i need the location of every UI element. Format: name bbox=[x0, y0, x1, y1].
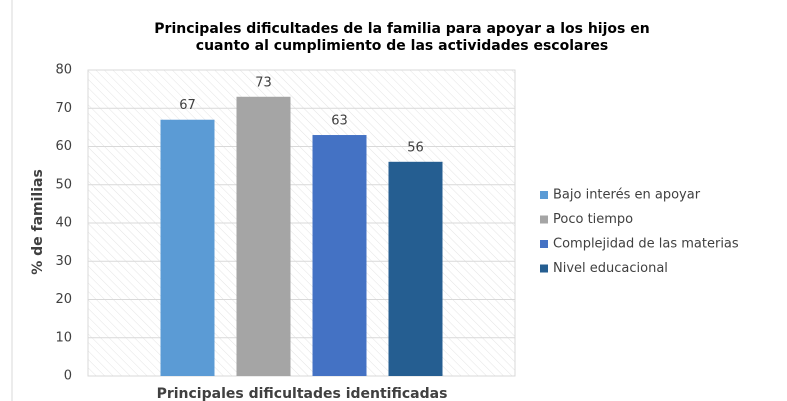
y-axis-title: % de familias bbox=[30, 169, 46, 275]
legend-label: Nivel educacional bbox=[553, 261, 668, 276]
y-tick-label: 80 bbox=[55, 63, 72, 78]
chart-title: cuanto al cumplimiento de las actividade… bbox=[196, 38, 608, 54]
x-axis-title: Principales dificultades identificadas bbox=[157, 386, 448, 401]
legend-swatch bbox=[540, 191, 548, 199]
bar bbox=[388, 161, 443, 376]
chart-title: Principales dificultades de la familia p… bbox=[154, 21, 649, 37]
data-label: 63 bbox=[331, 114, 348, 129]
bar bbox=[236, 96, 291, 377]
y-tick-label: 50 bbox=[55, 177, 72, 192]
y-tick-label: 30 bbox=[55, 254, 72, 269]
y-tick-label: 20 bbox=[55, 292, 72, 307]
y-tick-label: 60 bbox=[55, 139, 72, 154]
bar bbox=[160, 119, 215, 376]
data-label: 67 bbox=[179, 98, 196, 113]
data-label: 73 bbox=[255, 75, 272, 90]
y-tick-label: 70 bbox=[55, 101, 72, 116]
data-label: 56 bbox=[407, 140, 424, 155]
legend-swatch bbox=[540, 215, 548, 224]
y-tick-label: 40 bbox=[55, 216, 72, 231]
legend-swatch bbox=[540, 264, 548, 273]
y-tick-label: 10 bbox=[55, 330, 72, 345]
legend-label: Bajo interés en apoyar bbox=[553, 188, 701, 203]
legend-label: Complejidad de las materias bbox=[553, 237, 739, 252]
bar bbox=[312, 135, 367, 376]
legend-label: Poco tiempo bbox=[553, 212, 633, 227]
legend-swatch bbox=[540, 240, 548, 248]
y-tick-label: 0 bbox=[64, 369, 72, 384]
